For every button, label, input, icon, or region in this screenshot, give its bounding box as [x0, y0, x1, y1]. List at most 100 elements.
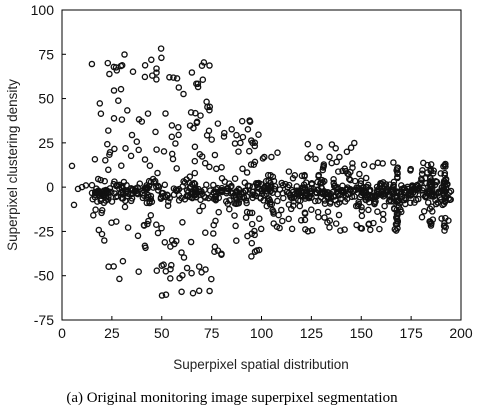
data-point [315, 197, 322, 204]
data-point [178, 249, 185, 256]
data-point [409, 183, 416, 191]
data-point [176, 274, 183, 282]
data-point [312, 155, 319, 163]
data-point [347, 168, 354, 176]
data-point [98, 207, 106, 214]
y-tick-label: 100 [31, 2, 55, 18]
data-point [214, 120, 222, 127]
data-point [362, 174, 370, 182]
data-point [102, 157, 109, 164]
data-point [346, 175, 353, 183]
x-tick-label: 100 [250, 325, 274, 341]
data-point [202, 266, 209, 273]
data-point [116, 275, 123, 283]
data-point [168, 122, 176, 129]
data-point [168, 150, 176, 158]
data-point [96, 100, 104, 107]
data-point [296, 202, 304, 210]
data-point [101, 177, 108, 185]
data-point [290, 198, 297, 205]
data-point [206, 287, 213, 295]
data-point [111, 145, 118, 153]
data-point [297, 217, 305, 224]
data-point [172, 140, 179, 147]
data-point [106, 149, 114, 156]
data-point [168, 261, 175, 269]
data-point [324, 208, 332, 216]
data-point [115, 97, 122, 104]
data-point [220, 133, 228, 140]
data-point [191, 157, 199, 165]
data-point [117, 62, 125, 70]
data-point [420, 208, 428, 215]
data-point [269, 189, 276, 196]
data-point [162, 110, 169, 117]
data-point [70, 201, 78, 209]
data-point [118, 162, 125, 169]
data-point [108, 188, 115, 196]
data-point [250, 161, 258, 168]
data-point [241, 187, 249, 195]
data-point [326, 153, 333, 161]
data-point [122, 190, 129, 197]
data-point [88, 181, 96, 189]
data-point [285, 215, 292, 223]
data-point [336, 153, 343, 161]
data-point [441, 198, 448, 205]
data-point [165, 198, 172, 205]
data-point [218, 251, 225, 258]
data-point [158, 54, 165, 62]
data-point [244, 126, 252, 133]
data-point [331, 193, 338, 200]
data-point [153, 76, 160, 83]
data-point [231, 175, 239, 182]
data-point [301, 195, 309, 202]
data-point [330, 182, 338, 190]
data-point [274, 149, 281, 156]
data-point [324, 219, 331, 226]
data-point [192, 109, 199, 117]
data-point [395, 197, 402, 204]
data-point [306, 192, 314, 200]
data-point [210, 181, 217, 189]
y-axis-title: Superpixel clustering density [5, 79, 20, 251]
data-point [301, 209, 309, 216]
data-point [256, 215, 263, 222]
data-point [381, 202, 388, 210]
data-point [110, 115, 118, 122]
data-point [190, 124, 197, 132]
data-point [68, 162, 76, 170]
data-point [197, 112, 204, 119]
data-point [175, 84, 183, 91]
data-point [322, 189, 329, 197]
data-point [243, 208, 251, 216]
data-point [158, 224, 165, 232]
data-point [153, 69, 160, 76]
data-point [153, 221, 160, 228]
data-point [141, 73, 149, 81]
data-point [427, 220, 435, 227]
data-point [206, 163, 213, 171]
data-point [101, 237, 108, 244]
data-point [380, 179, 387, 186]
data-point [293, 187, 301, 194]
data-point [210, 221, 217, 229]
data-point [147, 212, 155, 219]
data-point [233, 131, 240, 139]
data-point [270, 220, 277, 227]
data-point [191, 143, 199, 151]
data-point [144, 110, 152, 117]
data-point [105, 127, 112, 134]
x-tick-label: 200 [449, 325, 473, 341]
data-point [124, 107, 131, 114]
data-point [129, 68, 137, 75]
data-point [181, 196, 189, 203]
data-point [170, 74, 177, 81]
data-point [440, 222, 448, 230]
data-point [352, 202, 360, 210]
data-point [104, 196, 112, 203]
data-point [196, 207, 203, 215]
x-tick-label: 125 [300, 325, 324, 341]
data-point [438, 215, 445, 222]
